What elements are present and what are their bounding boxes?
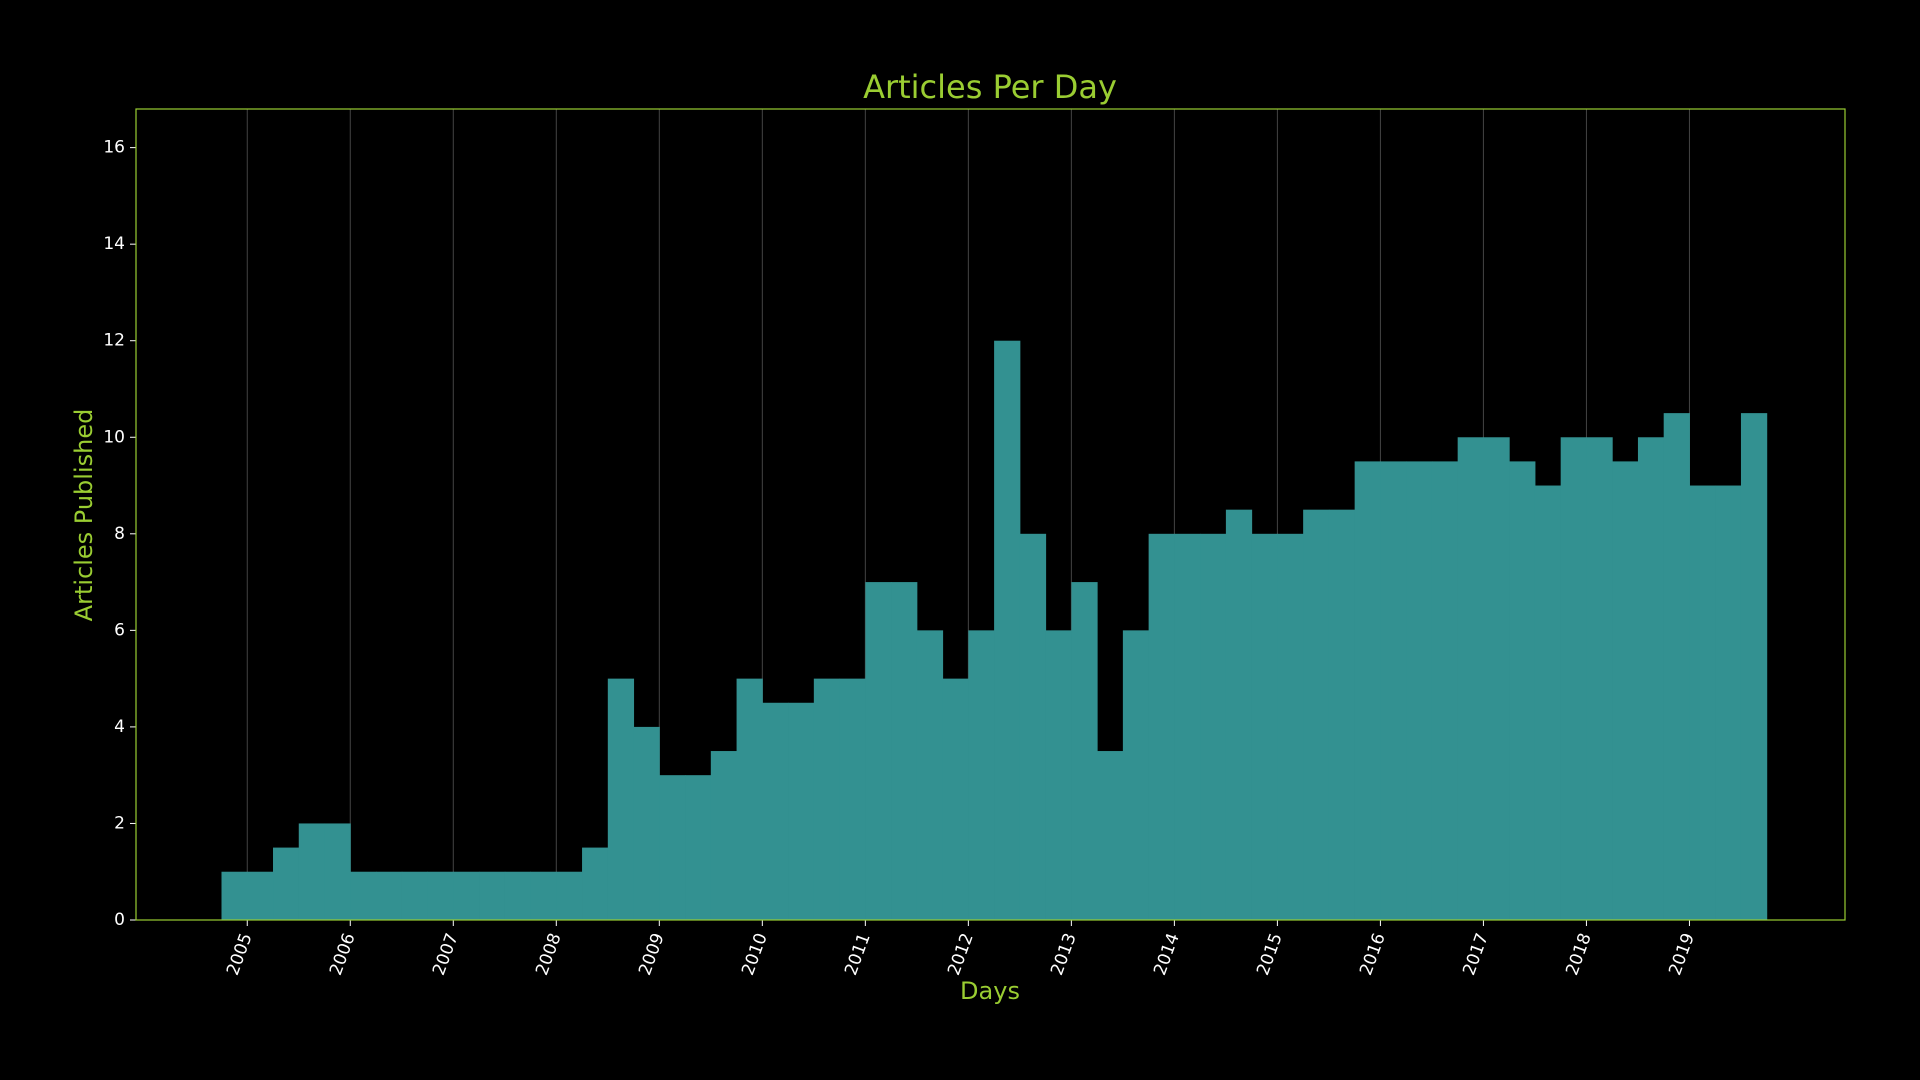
bar	[530, 871, 557, 920]
y-tick-label: 8	[114, 524, 125, 544]
y-tick-label: 16	[103, 138, 125, 158]
bar	[1612, 461, 1639, 920]
x-tick-label: 2011	[841, 931, 875, 978]
x-tick-label: 2014	[1150, 931, 1184, 978]
bar	[1689, 485, 1716, 920]
bar	[1431, 461, 1459, 920]
bar	[1740, 413, 1768, 920]
y-tick-label: 10	[103, 427, 125, 447]
bar	[736, 678, 763, 920]
x-tick-label: 2009	[635, 931, 669, 978]
x-tick-label: 2017	[1459, 931, 1493, 978]
bar	[1148, 533, 1175, 920]
bar	[1045, 630, 1072, 920]
bar	[1354, 461, 1381, 920]
bar	[659, 775, 686, 920]
bar	[633, 726, 660, 920]
bar	[1406, 461, 1433, 920]
x-tick-label: 2018	[1562, 931, 1596, 978]
bar	[607, 678, 635, 920]
bar	[1380, 461, 1407, 920]
bar	[813, 678, 841, 920]
y-tick-label: 6	[114, 620, 125, 640]
y-axis-label: Articles Published	[70, 409, 98, 622]
x-tick-label: 2019	[1665, 931, 1699, 978]
bar	[1122, 630, 1150, 920]
bar	[916, 630, 944, 920]
bar	[994, 340, 1021, 920]
bar	[1663, 413, 1690, 920]
x-tick-label: 2016	[1356, 931, 1390, 978]
bar	[1328, 509, 1356, 920]
bar	[1509, 461, 1536, 920]
y-tick-label: 4	[114, 717, 125, 737]
x-tick-label: 2012	[944, 931, 978, 978]
bar	[247, 871, 274, 920]
bar	[324, 823, 351, 920]
bar	[865, 582, 892, 920]
plot-frame	[135, 108, 1846, 921]
bar	[376, 871, 403, 920]
bar	[1534, 485, 1562, 920]
bar	[839, 678, 866, 920]
y-tick-label: 2	[114, 813, 125, 833]
x-tick-label: 2007	[429, 931, 463, 978]
bar	[504, 871, 532, 920]
bar	[273, 847, 300, 920]
bar	[1200, 533, 1227, 920]
x-tick-label: 2010	[738, 931, 772, 978]
y-tick-label: 0	[114, 910, 125, 930]
x-tick-label: 2013	[1047, 931, 1081, 978]
bar	[582, 847, 609, 920]
y-tick-label: 14	[103, 234, 125, 254]
y-tick-label: 12	[103, 331, 125, 351]
bar	[1019, 533, 1047, 920]
bar	[479, 871, 506, 920]
bar	[968, 630, 995, 920]
bar	[1303, 509, 1330, 920]
bar	[1225, 509, 1253, 920]
bar	[685, 775, 712, 920]
bar	[1560, 437, 1587, 920]
bar	[298, 823, 326, 920]
bar	[1251, 533, 1278, 920]
bar	[1174, 533, 1201, 920]
bar	[891, 582, 918, 920]
bar	[221, 871, 248, 920]
bar	[1097, 751, 1124, 920]
bar	[1483, 437, 1510, 920]
bar	[350, 871, 377, 920]
bar	[1071, 582, 1098, 920]
bar	[762, 702, 789, 920]
bar	[942, 678, 969, 920]
x-tick-label: 2015	[1253, 931, 1287, 978]
x-axis-label: Days	[960, 977, 1020, 1005]
bar	[401, 871, 429, 920]
bar	[1277, 533, 1304, 920]
bar	[788, 702, 815, 920]
x-tick-label: 2006	[326, 931, 360, 978]
chart-title: Articles Per Day	[863, 68, 1117, 106]
bar	[556, 871, 583, 920]
bar	[453, 871, 480, 920]
bar	[1637, 437, 1665, 920]
x-tick-label: 2008	[532, 931, 566, 978]
x-tick-label: 2005	[223, 931, 257, 978]
bar	[1715, 485, 1742, 920]
bar	[1586, 437, 1613, 920]
bar	[427, 871, 454, 920]
bar	[710, 751, 738, 920]
bar	[1457, 437, 1484, 920]
